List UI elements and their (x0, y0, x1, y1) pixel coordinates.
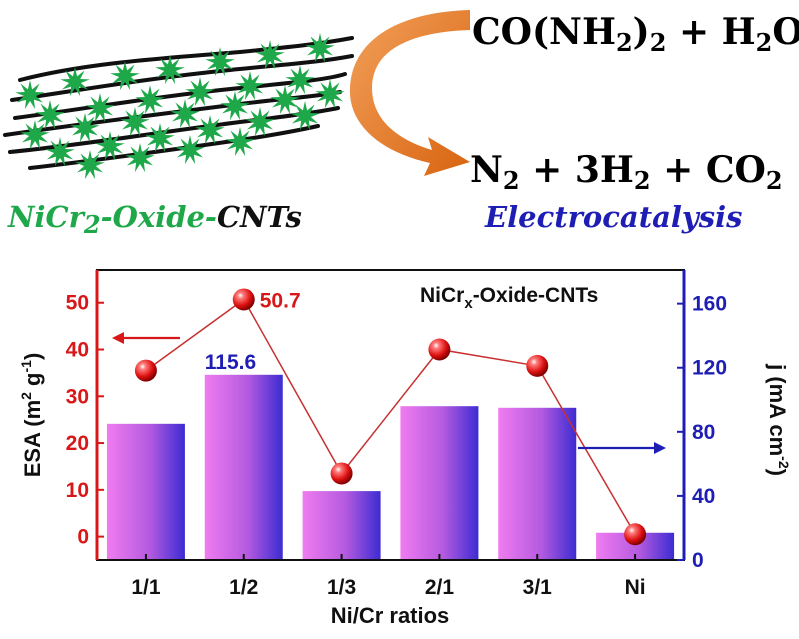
esa-current-chart: 0 10 20 30 40 50 0 40 80 120 160 1/1 1/2 1/3 2/1 3/1 N… (18, 269, 792, 628)
right-series-arrow (578, 442, 666, 454)
right-tick-label: 40 (692, 485, 715, 508)
cnt-bundle-illustration (3, 33, 354, 180)
right-tick-label: 0 (692, 549, 704, 572)
green-particle-23 (195, 115, 225, 145)
data-label-j: 115.6 (205, 351, 256, 374)
green-particle-27 (125, 143, 155, 173)
legend-title: NiCrx-Oxide-CNTs (420, 284, 598, 312)
green-particle-2 (110, 61, 140, 91)
left-axis-ticks: 0 10 20 30 40 50 (66, 292, 104, 549)
left-tick-label: 0 (77, 526, 89, 549)
left-axis-label: ESA (m2 g-1) (18, 353, 45, 478)
green-particle-29 (225, 127, 255, 157)
esa-line (145, 298, 636, 535)
x-tick-label: 1/3 (327, 576, 356, 599)
right-tick-label: 120 (692, 357, 727, 380)
green-particle-25 (290, 101, 320, 131)
right-tick-label: 80 (692, 421, 715, 444)
data-label-ESA: 50.7 (260, 289, 301, 312)
x-axis-label: Ni/Cr ratios (331, 603, 450, 628)
green-particle-4 (205, 47, 235, 77)
green-particle-11 (235, 71, 265, 101)
green-particle-14 (70, 113, 100, 143)
esa-point-1/2 (232, 288, 255, 311)
green-particle-13 (20, 120, 50, 150)
x-tick-label: 3/1 (523, 576, 553, 599)
green-particle-19 (315, 79, 345, 109)
esa-point-Ni (624, 523, 647, 546)
green-particle-21 (95, 131, 125, 161)
x-tick-label: 2/1 (425, 576, 455, 599)
green-particle-5 (255, 40, 285, 70)
reaction-arrow (349, 10, 470, 176)
plot-frame (96, 269, 685, 561)
green-nanoparticles (15, 33, 345, 180)
bar-1/3 (302, 491, 381, 560)
left-tick-label: 20 (66, 432, 89, 455)
bar-1/1 (106, 423, 185, 560)
esa-point-2/1 (428, 338, 451, 361)
green-particle-6 (305, 33, 335, 63)
green-particle-16 (170, 99, 200, 129)
green-particle-9 (135, 85, 165, 115)
green-particle-26 (75, 150, 105, 180)
left-tick-label: 50 (66, 292, 89, 315)
material-label: NiCr2-Oxide-CNTs (7, 200, 302, 239)
right-axis-ticks: 0 40 80 120 160 (677, 293, 727, 572)
green-particle-18 (270, 85, 300, 115)
right-axis-label: j (mA cm-2) (765, 363, 792, 476)
esa-point-1/3 (330, 462, 353, 485)
x-axis-ticks: 1/1 1/2 1/3 2/1 3/1 Ni (131, 554, 646, 599)
green-particle-7 (35, 100, 65, 130)
right-tick-label: 160 (692, 293, 727, 316)
green-particle-0 (15, 80, 45, 110)
reactants-equation: CO(NH2)2 + H2O (472, 11, 799, 57)
green-particle-20 (45, 137, 75, 167)
green-particle-8 (85, 93, 115, 123)
green-particle-15 (120, 107, 150, 137)
green-particle-22 (145, 123, 175, 153)
process-label: Electrocatalysis (484, 200, 742, 234)
esa-point-1/1 (134, 359, 157, 382)
green-particle-24 (245, 107, 275, 137)
left-tick-label: 40 (66, 339, 89, 362)
green-particle-12 (285, 65, 315, 95)
data-labels: 50.7 115.6 (205, 289, 301, 373)
x-tick-label: 1/1 (131, 576, 161, 599)
bar-2/1 (400, 406, 479, 560)
left-tick-label: 30 (66, 385, 89, 408)
green-particle-17 (220, 91, 250, 121)
green-particle-1 (60, 67, 90, 97)
green-particle-3 (155, 55, 185, 85)
left-tick-label: 10 (66, 479, 89, 502)
bar-3/1 (498, 407, 577, 560)
left-series-arrow (112, 332, 180, 344)
bar-1/2 (204, 374, 283, 560)
current-density-bars (106, 374, 675, 560)
x-tick-label: Ni (625, 576, 646, 599)
esa-series (134, 288, 647, 546)
esa-point-3/1 (526, 354, 549, 377)
green-particle-28 (175, 135, 205, 165)
x-tick-label: 1/2 (229, 576, 258, 599)
green-particle-10 (185, 77, 215, 107)
products-equation: N2 + 3H2 + CO2 (470, 149, 783, 195)
